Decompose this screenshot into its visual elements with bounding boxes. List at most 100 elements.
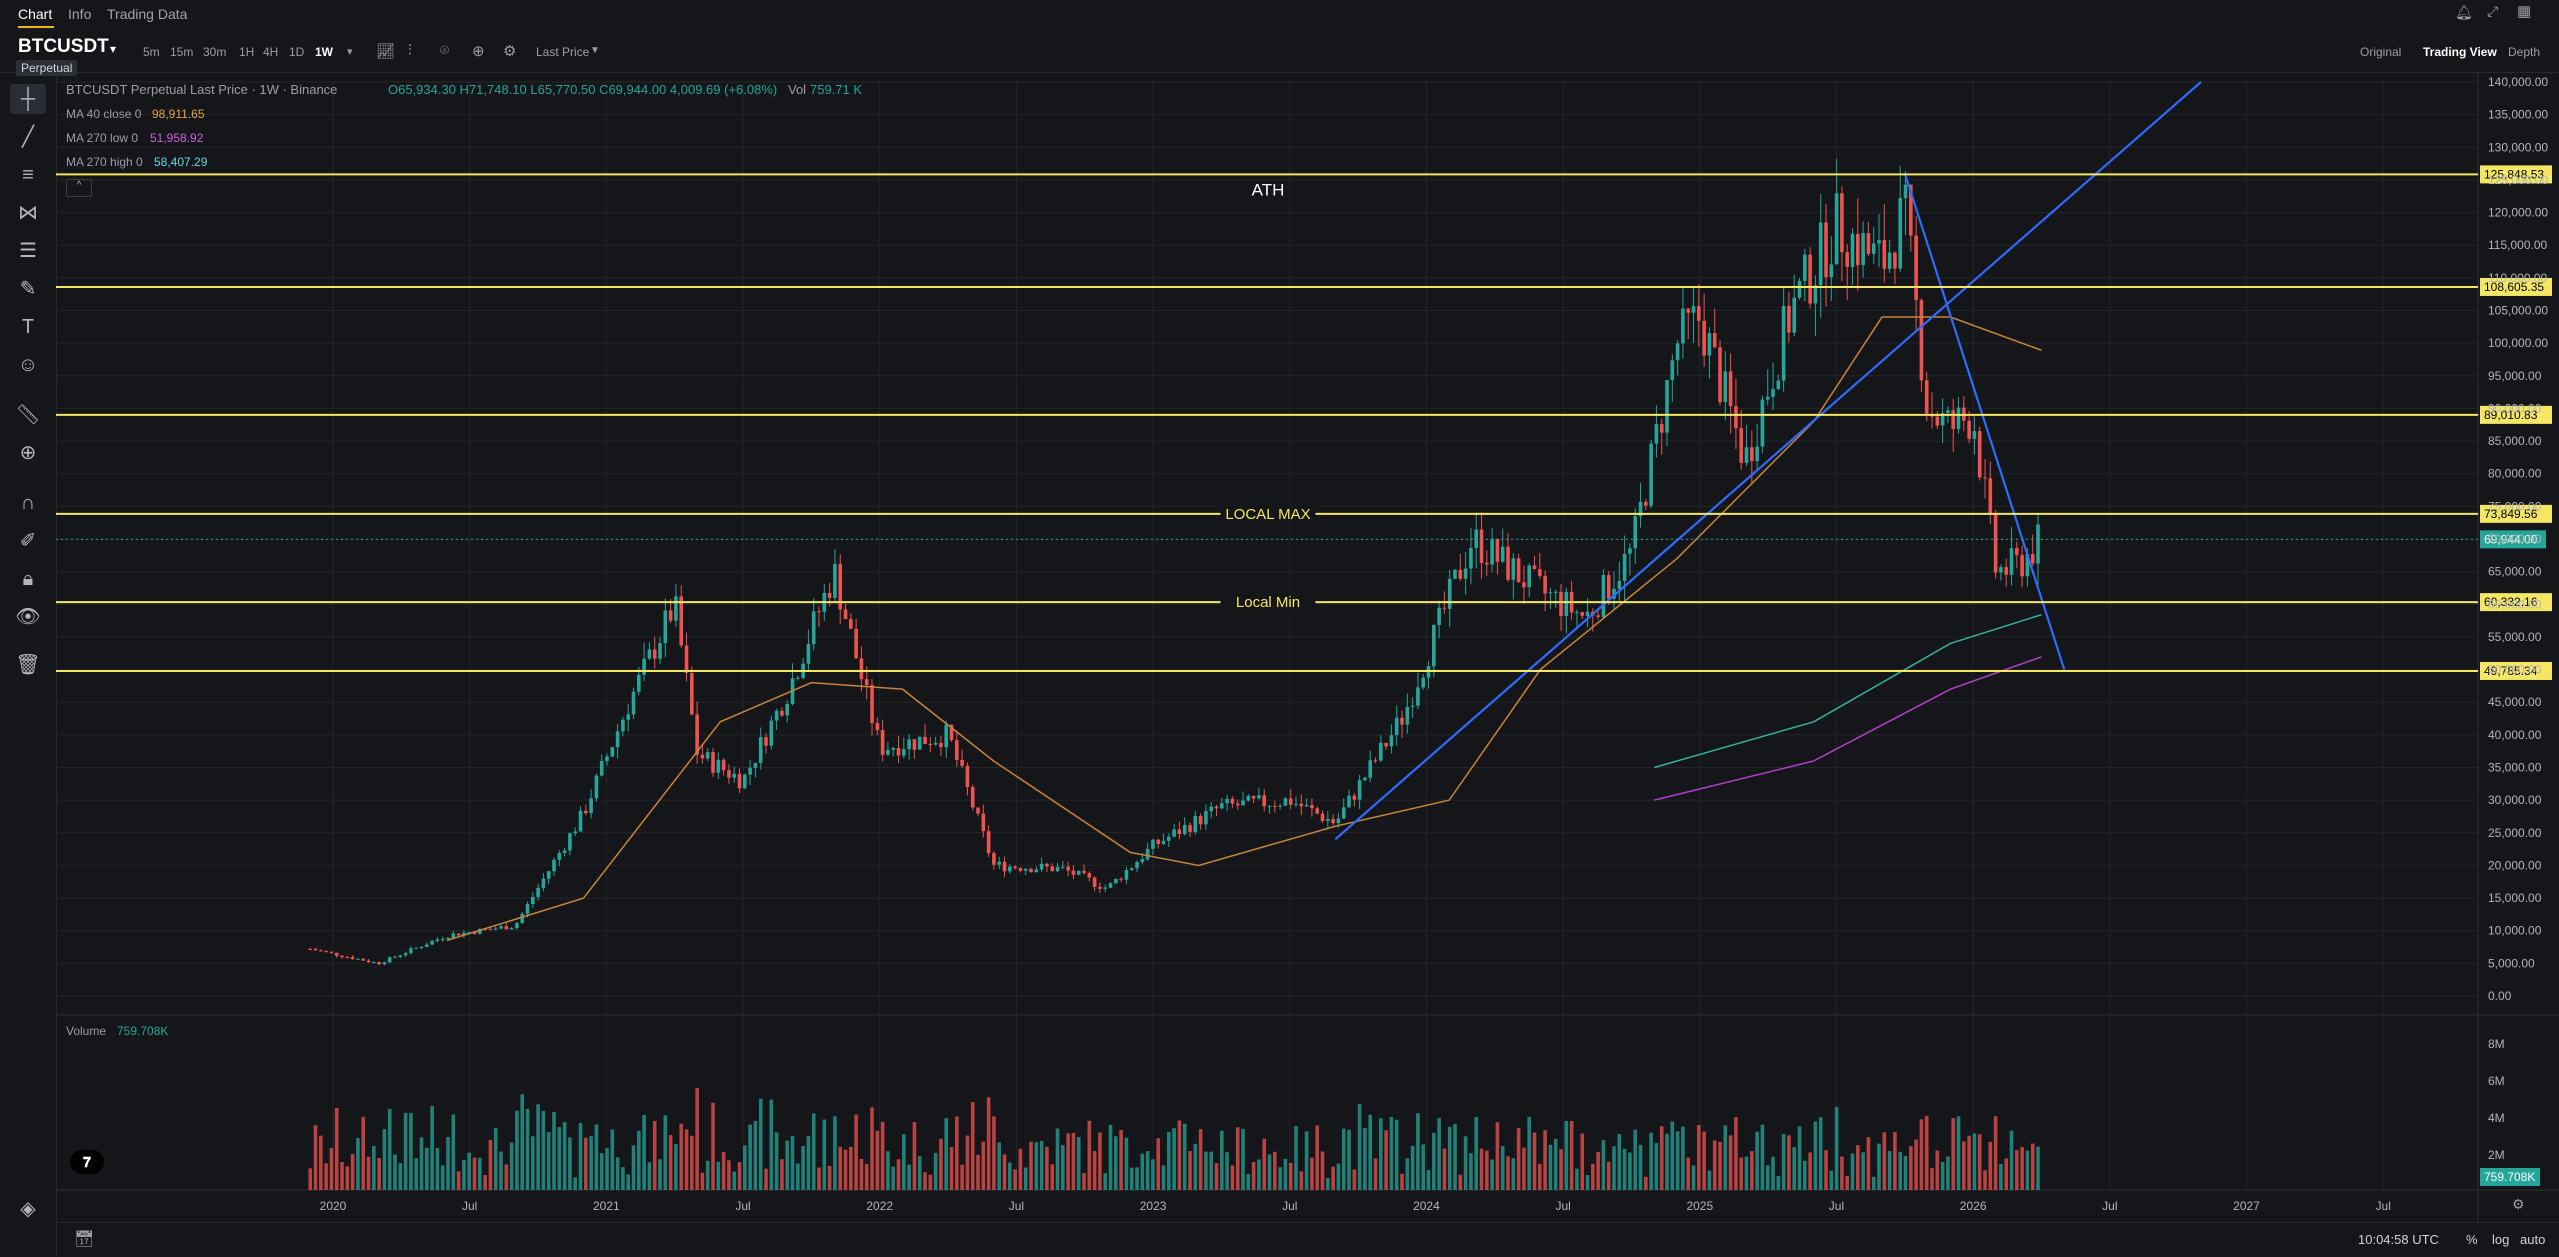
candle-body (1516, 558, 1521, 583)
indicators-icon[interactable]: ⊕ (472, 43, 485, 60)
chart-type-icon[interactable]: 📈︎ (376, 43, 396, 60)
volume-bar (753, 1120, 758, 1190)
settings-icon[interactable]: ⚙ (503, 43, 517, 60)
candle-body (1288, 798, 1293, 805)
legend-title: BTCUSDT Perpetual Last Price · 1W · Bina… (66, 82, 338, 97)
eye-icon[interactable]: 👁︎ (15, 606, 41, 628)
volume-bar (467, 1152, 472, 1190)
bell-icon[interactable]: 🔔︎ (2455, 4, 2473, 20)
volume-bar (409, 1112, 413, 1190)
tab-chart[interactable]: Chart (18, 6, 53, 22)
volume-bar (504, 1164, 509, 1190)
chevron-down-icon[interactable]: ▾ (110, 42, 117, 56)
candle-body (1951, 410, 1956, 429)
candle-body (1559, 591, 1563, 616)
zoom-in-icon[interactable]: ⊕ (19, 442, 37, 464)
y-tick-label: 140,000.00 (2488, 75, 2548, 89)
trendline-icon[interactable]: ╱ (21, 126, 35, 148)
candle-body (531, 896, 535, 904)
volume-bar (1702, 1131, 1706, 1190)
layers-icon[interactable]: ◈ (20, 1198, 36, 1220)
utc-clock[interactable]: 10:04:58 UTC (2358, 1232, 2439, 1247)
date-range-icon[interactable]: 📅︎ (74, 1231, 95, 1248)
volume-bar (1453, 1124, 1457, 1190)
timeframe-1d[interactable]: 1D (289, 45, 305, 59)
candles-icon[interactable]: ⫶ (408, 42, 412, 59)
grid-layout-icon[interactable]: ▦ (2517, 3, 2532, 20)
timeframe-1w[interactable]: 1W (315, 45, 333, 59)
candle-body (425, 944, 429, 947)
candle-body (1538, 569, 1542, 576)
candle-body (1654, 424, 1659, 444)
y-tick-label: 55,000.00 (2488, 630, 2542, 644)
volume-bar (387, 1108, 392, 1190)
candle-body (1919, 300, 1924, 381)
timeframe-1h[interactable]: 1H (239, 45, 255, 59)
candle-body (1755, 446, 1759, 462)
candle-body (1877, 240, 1881, 244)
candle-body (1914, 235, 1918, 301)
candle-body (568, 833, 572, 851)
timeframe-dropdown-icon[interactable]: ▾ (347, 46, 353, 58)
view-original[interactable]: Original (2360, 45, 2402, 59)
candle-body (1988, 478, 1993, 514)
chart-toolbar (0, 28, 2559, 73)
candle-body (1686, 308, 1691, 313)
price-chart[interactable]: 125,848.53 ATH 108,605.35 89,010.83 73,849.5… (56, 72, 2559, 1222)
collapse-legend-button[interactable]: ^ (66, 179, 92, 197)
brush-icon[interactable]: ✎ (19, 278, 37, 300)
percent-toggle[interactable]: % (2466, 1232, 2478, 1247)
volume-bar (1262, 1138, 1267, 1190)
timeframe-5m[interactable]: 5m (143, 45, 160, 59)
volume-bar (340, 1162, 344, 1190)
price-type-chevron-icon[interactable]: ▼ (590, 45, 600, 56)
volume-bar (1670, 1121, 1675, 1190)
volume-bar (1585, 1175, 1590, 1190)
symbol-selector[interactable]: BTCUSDT (18, 36, 109, 57)
timeframe-30m[interactable]: 30m (203, 45, 227, 59)
ruler-icon[interactable]: 📏︎ (15, 404, 41, 426)
tab-trading-data[interactable]: Trading Data (107, 6, 188, 22)
volume-bar (1553, 1138, 1558, 1190)
pattern-icon[interactable]: ⋈ (18, 202, 38, 224)
timeframe-15m[interactable]: 15m (170, 45, 194, 59)
fib-icon[interactable]: ☰ (19, 240, 37, 262)
lock-icon[interactable]: 🔒︎ (22, 568, 34, 590)
auto-toggle[interactable]: auto (2520, 1232, 2546, 1247)
tab-info[interactable]: Info (68, 6, 92, 22)
camera-icon[interactable]: ⌾ (440, 42, 450, 59)
draw-mode-icon[interactable]: ✐ (19, 530, 37, 552)
volume-bar (1951, 1118, 1956, 1190)
crosshair-icon[interactable]: ┼ (10, 84, 46, 114)
volume-bar (764, 1168, 768, 1190)
magnet-icon[interactable]: ∩ (20, 492, 36, 514)
candle-body (838, 563, 843, 610)
view-trading-view[interactable]: Trading View (2423, 45, 2497, 59)
price-type-select[interactable]: Last Price (536, 45, 590, 59)
candle-body (647, 649, 652, 659)
emoji-icon[interactable]: ☺ (17, 354, 39, 376)
volume-bar (859, 1158, 864, 1190)
volume-bar (1914, 1139, 1918, 1190)
volume-bar (1225, 1152, 1229, 1190)
settings-gear-icon[interactable]: ⚙ (2512, 1196, 2525, 1212)
text-icon[interactable]: T (21, 316, 35, 338)
volume-bar (2015, 1150, 2019, 1190)
candle-body (1474, 529, 1479, 548)
timeframe-4h[interactable]: 4H (263, 45, 279, 59)
expand-icon[interactable]: ⤢ (2487, 3, 2499, 19)
volume-bar (843, 1149, 848, 1190)
volume-bar (838, 1146, 843, 1190)
candle-body (313, 949, 318, 951)
candle-body (2009, 548, 2014, 575)
log-toggle[interactable]: log (2492, 1232, 2510, 1247)
view-depth[interactable]: Depth (2508, 45, 2541, 59)
volume-bar (1315, 1125, 1320, 1190)
trash-icon[interactable]: 🗑︎ (15, 654, 41, 676)
volume-bar (499, 1151, 503, 1190)
horizontal-lines-icon[interactable]: ≡ (22, 164, 34, 186)
y-tick-label: 5,000.00 (2488, 956, 2535, 970)
candle-body (663, 610, 668, 644)
candle-body (589, 798, 593, 814)
volume-bar (1712, 1140, 1717, 1190)
